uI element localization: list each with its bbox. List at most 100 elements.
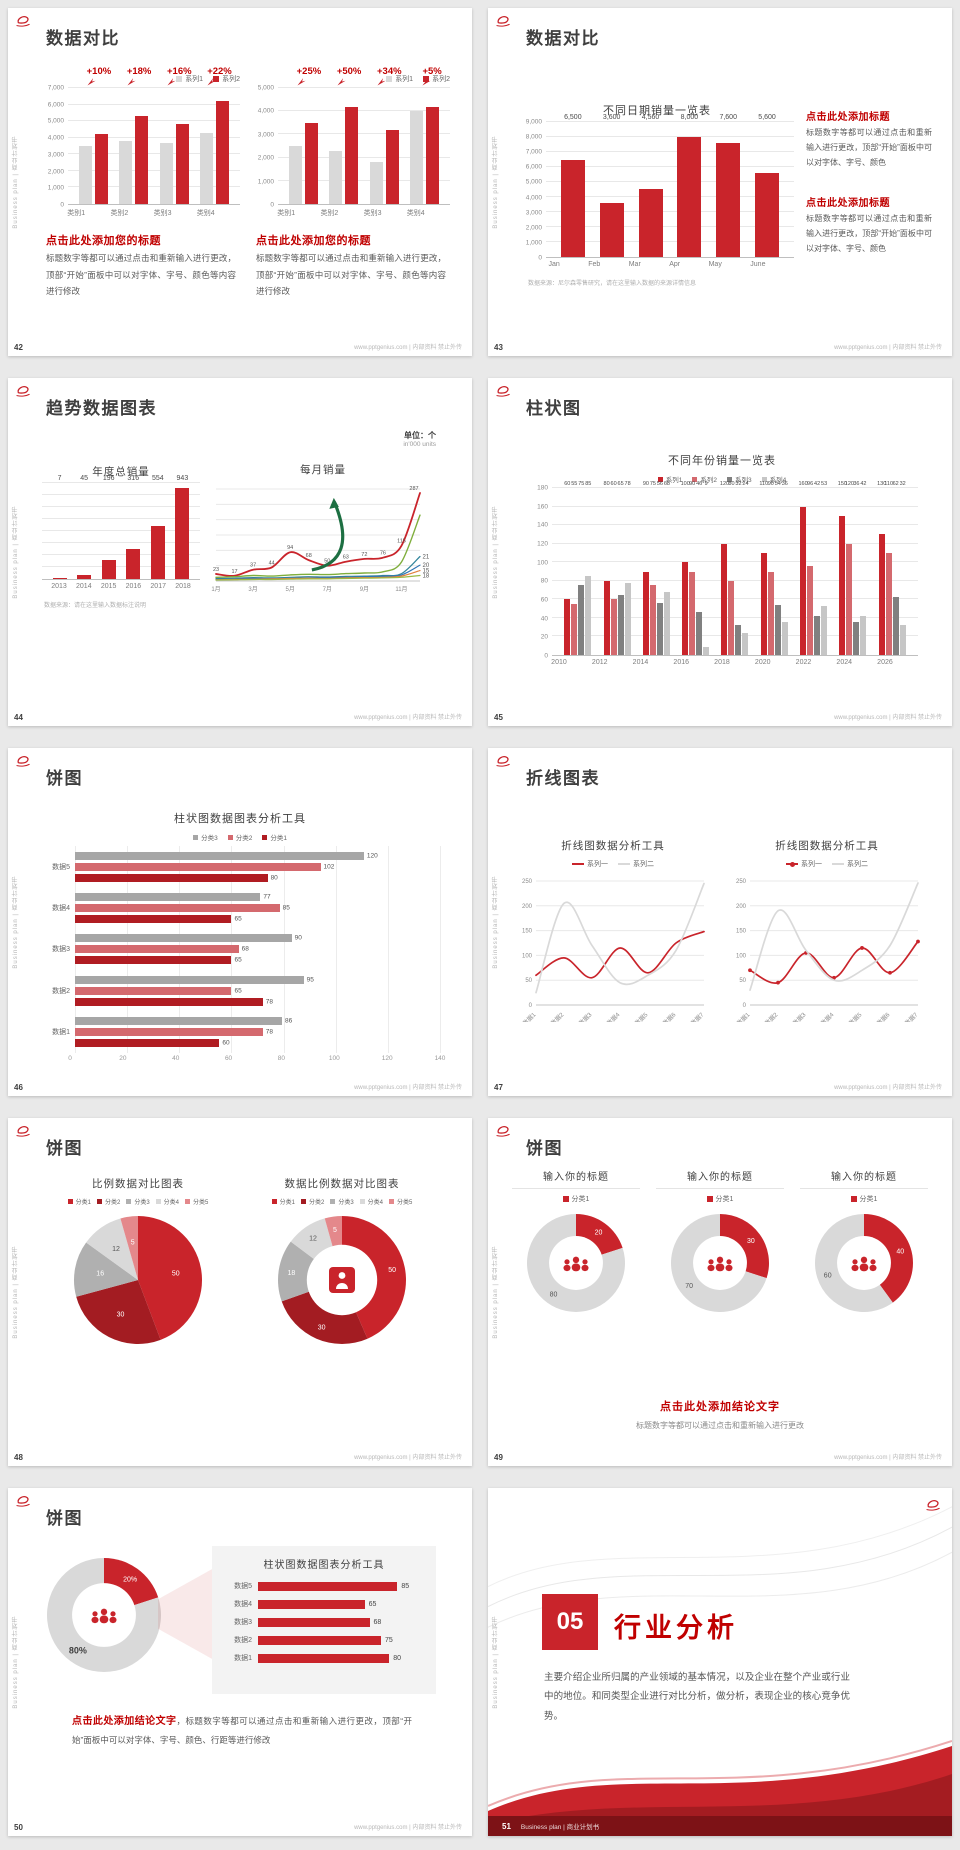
bar bbox=[305, 122, 319, 204]
circle bbox=[748, 968, 752, 973]
circle bbox=[860, 946, 864, 950]
slide-46[interactable]: 饼图 柱状图数据图表分析工具 分类3 分类2 分类1 数据5 数据4 数据3 数据2 数据1 12… bbox=[8, 748, 472, 1096]
slice-label: 5 bbox=[333, 1227, 337, 1234]
lgit: 分类1 bbox=[706, 1194, 733, 1204]
percent-label: +5% bbox=[422, 66, 442, 86]
circle bbox=[564, 1259, 570, 1265]
bwrap: 4,560 bbox=[638, 114, 663, 257]
slide-43[interactable]: 数据对比 不同日期销量一览表 0 1,000 2,000 3,000 4,000 5,000… bbox=[488, 8, 952, 356]
cgroup: +10% bbox=[79, 66, 111, 204]
donut-block-3: 输入你的标题 分类1 40 60 bbox=[800, 1168, 928, 1314]
slide-47[interactable]: 折线图表 折线图数据分析工具 系列一 系列二 0 50 100 150 200 250 数据1 数据… bbox=[488, 748, 952, 1096]
page-number: 46 bbox=[14, 1083, 23, 1092]
axis-tick: 160 bbox=[537, 503, 548, 511]
slide-51[interactable]: 05 行业分析 主要介绍企业所归属的产业领域的基本情况，以及企业在整个产业或行业… bbox=[488, 1488, 952, 1836]
span: 系列1 bbox=[185, 76, 204, 83]
span: 系列二 bbox=[847, 861, 868, 868]
category-label: 2026 bbox=[877, 659, 893, 666]
legend-item: 系列2 bbox=[692, 474, 717, 484]
bar bbox=[624, 582, 631, 655]
gridl bbox=[68, 120, 240, 122]
donut-graphic: 50 30 18 12 5 bbox=[278, 1216, 406, 1344]
path bbox=[16, 1133, 30, 1137]
circle bbox=[92, 1611, 98, 1617]
bwrap: 32 bbox=[900, 481, 906, 655]
bar-value-label: 32 bbox=[899, 481, 906, 487]
text: 数据2 bbox=[549, 1010, 566, 1022]
bar-chart-right: 系列1 系列2 0 1,000 2,000 3,000 4,000 5,000 +25% +50%… bbox=[252, 66, 450, 218]
axis-tick: 6,000 bbox=[525, 163, 542, 171]
pie-slice bbox=[74, 1242, 138, 1297]
gridl bbox=[278, 156, 450, 158]
bar bbox=[821, 605, 828, 655]
axis-tick: 4,000 bbox=[257, 107, 274, 115]
percent-label: +18% bbox=[127, 66, 151, 86]
bar-value-label: 7 bbox=[57, 475, 62, 482]
slice-label: 80% bbox=[69, 1646, 87, 1656]
slide-42[interactable]: 数据对比 系列1 系列2 0 1,000 2,000 3,000 4,000 5,000 6,0… bbox=[8, 8, 472, 356]
lsw bbox=[832, 863, 844, 865]
text: 50 bbox=[739, 978, 746, 984]
path bbox=[17, 1126, 29, 1134]
chart-legend: 系列1 系列2 bbox=[42, 72, 240, 88]
slide-45[interactable]: 柱状图 不同年份销量一览表 系列1 系列2 系列3 系列4 0 20 40 60 80 100 120… bbox=[488, 378, 952, 726]
legend-item: 分类1 bbox=[262, 832, 287, 842]
sw bbox=[330, 1199, 336, 1204]
bar-value-label: 7,600 bbox=[719, 114, 737, 121]
bar bbox=[585, 576, 592, 655]
vgrid bbox=[335, 846, 337, 1053]
axis-tick: 0 bbox=[270, 201, 274, 209]
cgroup: 60 55 75 85 bbox=[564, 481, 592, 655]
svg bbox=[16, 1126, 30, 1137]
bwrap bbox=[329, 88, 343, 204]
span: 分类4 bbox=[367, 1200, 384, 1206]
panel-bar-row: 数据1 80 bbox=[226, 1653, 422, 1663]
slide-49[interactable]: 饼图 输入你的标题 分类1 20 80 输入你的标题 分类1 30 70 输入你的标… bbox=[488, 1118, 952, 1466]
bar-value-label: 160 bbox=[798, 481, 808, 487]
legend-swatch bbox=[850, 1196, 857, 1202]
percent-label: +25% bbox=[297, 66, 321, 86]
bar bbox=[742, 632, 749, 655]
bar-value-label: 42 bbox=[814, 481, 821, 487]
background-curves bbox=[488, 1506, 952, 1628]
block-title: 输入你的标题 bbox=[512, 1168, 640, 1189]
circle bbox=[860, 1256, 868, 1264]
sw bbox=[761, 476, 767, 482]
cgroup: 3,600 bbox=[599, 114, 624, 257]
span: 系列1 bbox=[395, 76, 414, 83]
div: in'000 units bbox=[403, 441, 436, 448]
slide-48[interactable]: 饼图 比例数据对比图表 分类1 分类2 分类3 分类4 分类5 50 30 16 12 5 数据比例… bbox=[8, 1118, 472, 1466]
bar bbox=[703, 646, 710, 655]
ptrack: 80 bbox=[258, 1653, 422, 1663]
axis-tick: 100 bbox=[537, 559, 548, 567]
slide-44[interactable]: 趋势数据图表 单位：个 in'000 units 年度总销量 7 45 196 316 5… bbox=[8, 378, 472, 726]
donut-block-1: 输入你的标题 分类1 20 80 bbox=[512, 1168, 640, 1314]
bar-value-label: 943 bbox=[176, 475, 189, 482]
gridl bbox=[42, 494, 200, 495]
ptrack: 68 bbox=[258, 1617, 422, 1627]
legend-item: 系列1 bbox=[176, 74, 203, 84]
cgroup: +16% bbox=[159, 66, 192, 204]
bar: 78 bbox=[75, 997, 273, 1006]
category-label: 2013 bbox=[51, 583, 67, 590]
cgroup: 554 bbox=[150, 475, 165, 579]
gridl bbox=[546, 166, 794, 167]
red-heading: 点击此处添加标题 bbox=[806, 112, 890, 123]
bar-value-label: 120 bbox=[719, 481, 730, 487]
path bbox=[497, 386, 509, 394]
slide-50[interactable]: 饼图 20% 80% 柱状图数据图表分析工具 数据5 85 数据4 65 数据3 68 数据2 7… bbox=[8, 1488, 472, 1836]
category-label: 2022 bbox=[795, 659, 812, 666]
legend-item: 分类3 bbox=[126, 1197, 150, 1206]
bar-value-label: 4,560 bbox=[641, 114, 660, 121]
bar-value-label: 316 bbox=[127, 475, 140, 482]
slice-label: 40 bbox=[896, 1249, 904, 1256]
slice-label: 30 bbox=[318, 1325, 326, 1332]
fan-connector bbox=[158, 1568, 214, 1660]
bar-value-label: 554 bbox=[151, 475, 164, 482]
bar-value-label: 77 bbox=[263, 893, 271, 901]
span: 分类3 bbox=[338, 1200, 354, 1206]
slice-label: 12 bbox=[112, 1246, 120, 1253]
bar bbox=[175, 488, 190, 579]
path bbox=[17, 1496, 29, 1504]
bwrap: 110 bbox=[759, 481, 768, 655]
